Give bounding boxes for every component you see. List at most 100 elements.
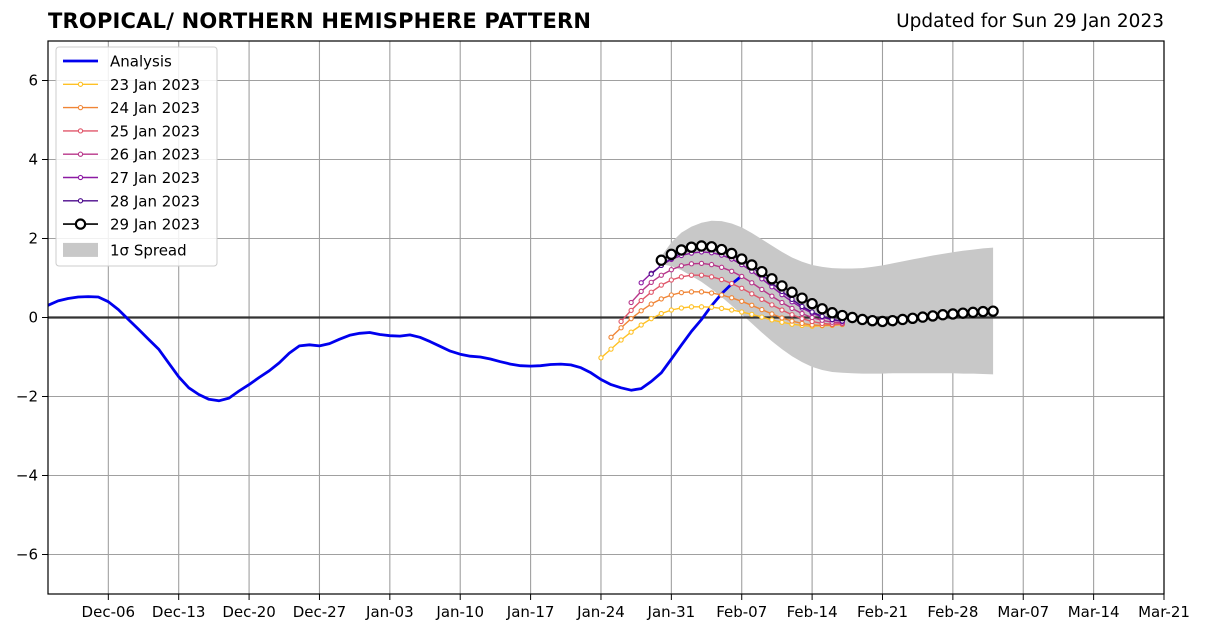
y-tick-label: 6 [28, 72, 38, 90]
y-tick-label: 0 [28, 309, 38, 327]
forecast-point [739, 285, 745, 291]
latest-forecast-point [736, 253, 748, 265]
forecast-point [658, 272, 664, 278]
latest-forecast-point [766, 273, 778, 285]
forecast-point [789, 312, 795, 318]
latest-forecast-point [927, 310, 939, 322]
forecast-point [759, 296, 765, 302]
y-tick-label: 4 [28, 151, 38, 169]
forecast-point [729, 268, 735, 274]
forecast-point [718, 305, 725, 312]
legend-label: Analysis [110, 53, 172, 71]
legend-box [55, 46, 218, 267]
forecast-point [668, 277, 675, 283]
x-tick-label: Feb-28 [927, 603, 978, 621]
forecast-point [648, 271, 654, 277]
x-tick-label: Jan-31 [647, 603, 696, 621]
forecast-point [718, 276, 725, 283]
latest-forecast-point [866, 314, 879, 327]
latest-forecast-point [655, 254, 667, 266]
legend-marker [77, 128, 84, 134]
forecast-point [698, 272, 705, 278]
latest-forecast-point [886, 314, 899, 327]
x-tick-label: Jan-24 [576, 603, 625, 621]
legend-marker [77, 104, 84, 111]
latest-forecast-point [786, 286, 798, 298]
latest-forecast-point [846, 311, 859, 324]
x-tick-label: Mar-07 [997, 603, 1049, 621]
chart-subtitle: Updated for Sun 29 Jan 2023 [896, 11, 1164, 32]
latest-forecast-point [947, 308, 959, 320]
forecast-point [648, 279, 654, 285]
forecast-point [729, 307, 735, 313]
forecast-point [799, 310, 805, 317]
latest-forecast-point [957, 307, 969, 319]
x-tick-label: Dec-13 [152, 603, 206, 621]
legend: Analysis 23 Jan 2023 24 Jan 2023 25 Jan 202… [55, 46, 218, 267]
forecast-point [749, 280, 755, 286]
legend-label: 28 Jan 2023 [110, 192, 200, 210]
forecast-point [718, 264, 725, 270]
forecast-point [749, 291, 755, 297]
latest-forecast-point [816, 303, 828, 315]
forecast-point [628, 329, 634, 335]
latest-forecast-point [967, 306, 979, 319]
latest-forecast-point [917, 311, 929, 323]
forecast-line [630, 262, 843, 324]
forecast-point [658, 296, 664, 302]
latest-forecast-point [746, 259, 758, 271]
forecast-point [688, 289, 695, 295]
forecast-point [708, 261, 715, 268]
forecast-point [648, 301, 654, 307]
forecast-point [809, 314, 815, 321]
latest-forecast-series [655, 240, 999, 328]
latest-forecast-point [715, 243, 728, 256]
latest-forecast-point [796, 292, 808, 304]
legend-label: 27 Jan 2023 [110, 169, 200, 187]
legend-label: 24 Jan 2023 [110, 99, 200, 117]
forecast-point [779, 315, 785, 321]
forecast-point [759, 306, 765, 313]
x-tick-label: Jan-10 [435, 603, 484, 621]
forecast-point [658, 282, 664, 288]
latest-forecast-point [695, 240, 708, 252]
forecast-point [809, 309, 815, 315]
forecast-point [598, 355, 604, 361]
forecast-point [739, 309, 745, 315]
forecast-point [678, 289, 685, 296]
chart-title: TROPICAL/ NORTHERN HEMISPHERE PATTERN [48, 9, 592, 33]
forecast-point [729, 295, 735, 301]
forecast-point [819, 313, 825, 319]
forecast-point [759, 314, 765, 320]
latest-forecast-point [836, 309, 848, 322]
forecast-point [638, 308, 644, 314]
latest-forecast-point [776, 280, 788, 292]
forecast-point [608, 334, 614, 340]
forecast-point [769, 302, 775, 308]
forecast-point [759, 286, 765, 293]
y-tick-label: 2 [28, 230, 38, 248]
forecast-point [739, 298, 745, 304]
forecast-point [708, 274, 715, 280]
forecast-point [708, 304, 715, 310]
latest-forecast-point [806, 297, 818, 310]
forecast-point [688, 304, 695, 310]
forecast-point [678, 274, 685, 280]
forecast-point [658, 310, 664, 317]
forecast-point [668, 292, 675, 298]
forecast-point [698, 260, 705, 267]
forecast-point [678, 305, 685, 311]
forecast-point [698, 304, 705, 310]
latest-forecast-point [876, 315, 889, 328]
forecast-point [779, 307, 785, 313]
forecast-series-4 [628, 260, 845, 326]
forecast-point [638, 322, 644, 328]
latest-forecast-point [977, 305, 989, 318]
series-layer [47, 240, 999, 403]
forecast-point [648, 316, 654, 322]
y-tick-label: −4 [16, 467, 38, 485]
latest-forecast-point [906, 312, 919, 324]
latest-forecast-point [826, 307, 838, 319]
forecast-point [668, 267, 675, 273]
